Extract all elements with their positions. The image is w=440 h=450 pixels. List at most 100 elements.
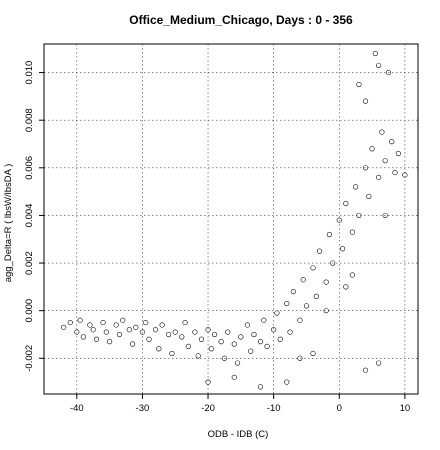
data-point xyxy=(257,384,264,390)
data-point xyxy=(103,329,109,335)
data-point xyxy=(120,317,126,323)
data-point xyxy=(392,169,398,176)
data-point xyxy=(182,319,188,326)
data-point xyxy=(100,319,106,326)
data-point xyxy=(159,322,165,328)
data-point xyxy=(379,129,385,135)
x-axis-label: ODB - IDB (C) xyxy=(208,429,269,440)
data-point xyxy=(362,98,369,104)
data-point xyxy=(133,324,139,330)
data-point xyxy=(238,334,244,340)
data-point xyxy=(287,329,293,335)
data-point xyxy=(264,343,270,349)
data-point xyxy=(205,379,211,385)
data-point xyxy=(323,308,329,314)
y-tick-label: 0.000 xyxy=(24,299,35,323)
data-point xyxy=(248,348,254,354)
data-point xyxy=(326,231,333,238)
data-point xyxy=(87,322,93,328)
data-point xyxy=(343,200,349,207)
data-point xyxy=(113,322,119,328)
data-point xyxy=(297,317,303,323)
data-point xyxy=(257,339,264,345)
data-point xyxy=(369,146,375,152)
data-point xyxy=(143,319,149,326)
data-point xyxy=(382,158,388,164)
data-points xyxy=(61,50,408,390)
data-point xyxy=(297,355,303,361)
data-point xyxy=(195,353,201,359)
data-point xyxy=(156,346,162,352)
y-tick-label: 0.006 xyxy=(24,156,35,180)
data-point xyxy=(356,81,362,88)
data-point xyxy=(336,217,342,223)
x-tick-label: -10 xyxy=(267,403,281,414)
y-tick-label: 0.008 xyxy=(24,108,35,132)
data-point xyxy=(77,317,83,323)
plot-frame xyxy=(43,43,419,395)
data-point xyxy=(225,329,231,335)
data-point xyxy=(385,69,392,76)
data-point xyxy=(90,327,96,333)
y-tick-label: 0.010 xyxy=(24,61,35,85)
data-point xyxy=(129,341,136,347)
data-point xyxy=(284,379,290,385)
data-point xyxy=(67,319,73,326)
data-point xyxy=(169,350,175,357)
y-tick-label: -0.002 xyxy=(24,345,35,372)
data-point xyxy=(261,317,267,323)
data-point xyxy=(139,329,146,335)
data-point xyxy=(234,360,241,366)
data-point xyxy=(313,293,319,299)
data-point xyxy=(339,246,346,252)
data-point xyxy=(93,336,100,342)
data-point xyxy=(290,289,296,295)
data-point xyxy=(172,329,178,335)
data-point xyxy=(126,327,132,333)
data-point xyxy=(402,172,408,178)
data-point xyxy=(152,327,159,333)
data-point xyxy=(80,334,86,340)
data-point xyxy=(376,174,382,180)
data-point xyxy=(205,327,211,333)
data-point xyxy=(362,165,369,171)
x-axis-ticks: -40 -30 -20 -10 0 10 xyxy=(70,394,410,414)
data-point xyxy=(330,260,336,266)
data-point xyxy=(300,277,306,283)
data-point xyxy=(356,212,362,219)
gridlines xyxy=(44,44,418,394)
data-point xyxy=(231,341,237,347)
x-tick-label: -20 xyxy=(201,403,215,414)
data-point xyxy=(211,331,218,338)
data-point xyxy=(218,339,224,345)
y-axis-ticks: -0.002 0.000 0.002 0.004 0.006 0.008 0.010 xyxy=(24,61,44,372)
data-point xyxy=(349,229,355,235)
data-point xyxy=(343,284,349,290)
data-point xyxy=(198,336,205,342)
data-point xyxy=(192,329,198,335)
data-point xyxy=(389,139,395,145)
x-tick-label: -40 xyxy=(70,403,84,414)
data-point xyxy=(376,62,382,69)
data-point xyxy=(74,329,80,335)
data-point xyxy=(146,336,152,342)
data-point xyxy=(316,248,323,254)
data-point xyxy=(179,334,185,340)
chart-title: Office_Medium_Chicago, Days : 0 - 356 xyxy=(129,13,353,27)
x-tick-label: -30 xyxy=(136,403,150,414)
data-point xyxy=(185,343,191,349)
data-point xyxy=(303,303,310,309)
data-point xyxy=(366,193,372,199)
data-point xyxy=(277,336,283,342)
data-point xyxy=(353,184,359,190)
x-tick-label: 10 xyxy=(400,403,411,414)
data-point xyxy=(274,310,280,316)
data-point xyxy=(372,50,378,57)
data-point xyxy=(376,360,382,366)
data-point xyxy=(323,279,329,285)
data-point xyxy=(271,327,277,333)
data-point xyxy=(61,324,67,330)
y-axis-label: agg_Delta=R ( lbsW/lbsDA ) xyxy=(3,164,14,283)
data-point xyxy=(284,300,290,307)
